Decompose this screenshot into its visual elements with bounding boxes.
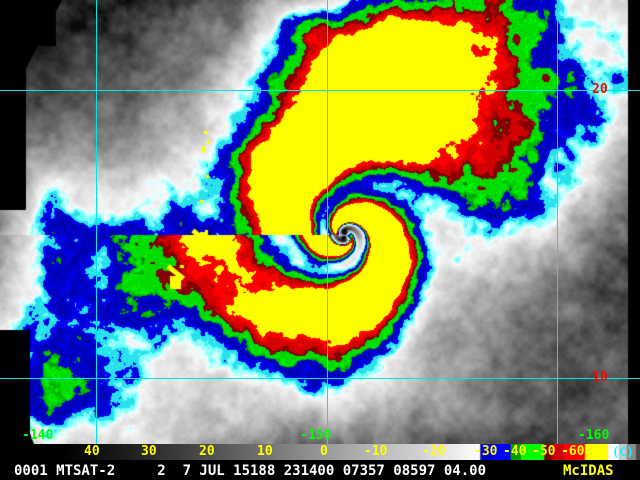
colorbar-tick-9: -50: [532, 444, 556, 459]
mcidas-brand-label: McIDAS: [563, 463, 614, 479]
grid-meridian-1: [327, 0, 328, 444]
grid-meridian-2: [557, 0, 558, 444]
grid-parallel-0: [0, 90, 640, 91]
temperature-colorbar-row: 40 30 20 10 0 -10 -20 -30 -40 -50 -60 (C): [0, 444, 640, 460]
colorbar-unit-label: (C): [612, 445, 634, 459]
longitude-label-2: -160: [578, 428, 610, 443]
colorbar-tick-2: 20: [199, 444, 215, 459]
colorbar-tick-5: -10: [364, 444, 388, 459]
colorbar-tick-6: -20: [422, 444, 446, 459]
latitude-label-1: 10: [592, 370, 608, 385]
colorbar-tick-10: -60: [561, 444, 585, 459]
colorbar-gradient: [60, 444, 640, 460]
longitude-label-1: -150: [300, 428, 332, 443]
grid-meridian-0: [96, 0, 97, 444]
status-bar: 0001 MTSAT-2 2 7 JUL 15188 231400 07357 …: [0, 462, 640, 480]
colorbar-tick-0: 40: [84, 444, 100, 459]
temperature-colorbar: [60, 444, 640, 460]
colorbar-tick-3: 10: [257, 444, 273, 459]
colorbar-tick-1: 30: [141, 444, 157, 459]
colorbar-tick-7: -30: [474, 444, 498, 459]
satellite-image-panel: -140 -150 -160 20 10: [0, 0, 640, 444]
grid-parallel-1: [0, 378, 640, 379]
satellite-image-canvas: [0, 0, 640, 444]
latitude-label-0: 20: [592, 82, 608, 97]
longitude-label-0: -140: [22, 428, 54, 443]
colorbar-tick-4: 0: [320, 444, 328, 459]
colorbar-tick-8: -40: [503, 444, 527, 459]
status-info-text: 0001 MTSAT-2 2 7 JUL 15188 231400 07357 …: [14, 463, 487, 479]
